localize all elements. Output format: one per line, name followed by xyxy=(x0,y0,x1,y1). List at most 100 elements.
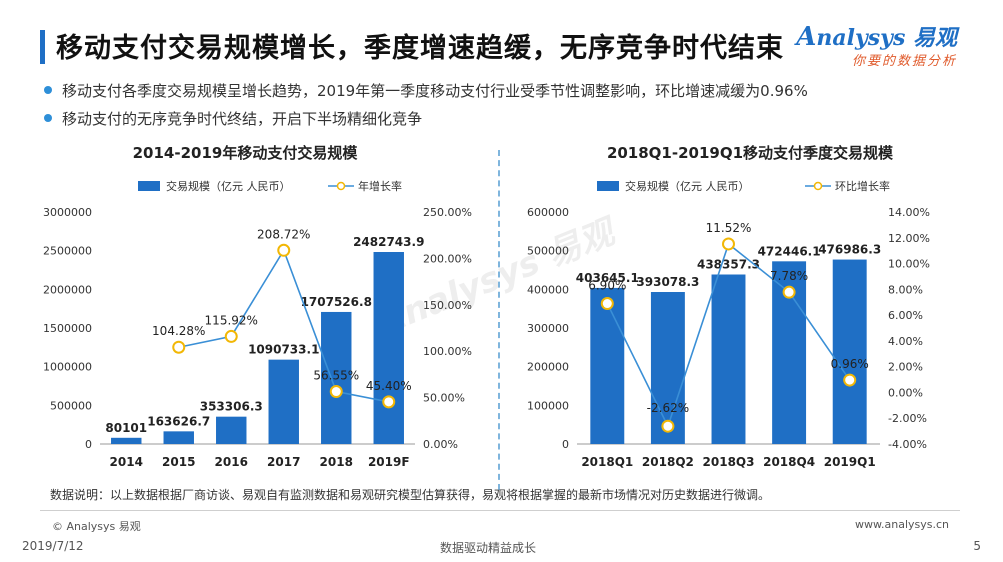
bar xyxy=(590,287,625,444)
line-value-label: 7.78% xyxy=(770,269,808,283)
line-point xyxy=(782,285,796,299)
y-tick-label: 0 xyxy=(85,438,92,451)
line-point xyxy=(661,419,675,433)
legend-swatch-bar xyxy=(597,181,619,191)
x-tick-label: 2015 xyxy=(162,455,195,469)
x-tick-label: 2018Q4 xyxy=(763,455,815,469)
x-tick-label: 2016 xyxy=(215,455,248,469)
y-tick-label: 2500000 xyxy=(43,245,92,258)
x-tick-label: 2019Q1 xyxy=(824,455,876,469)
bar-value-label: 393078.3 xyxy=(636,275,699,289)
line-point xyxy=(382,395,396,409)
y-tick-label: 100000 xyxy=(527,399,569,412)
logo-main-text: Analysys 易观 xyxy=(796,20,957,52)
bar xyxy=(832,259,867,444)
y2-tick-label: 150.00% xyxy=(423,299,472,312)
bar xyxy=(163,431,194,444)
y2-tick-label: 6.00% xyxy=(888,309,923,322)
bar-value-label: 472446.1 xyxy=(758,244,821,258)
y2-tick-label: 100.00% xyxy=(423,345,472,358)
y-tick-label: 1000000 xyxy=(43,361,92,374)
line-point xyxy=(843,373,857,387)
slide-date: 2019/7/12 xyxy=(22,539,84,553)
bar-value-label: 163626.7 xyxy=(147,414,210,428)
legend-label-line: 年增长率 xyxy=(358,179,402,193)
line-point xyxy=(329,385,343,399)
bar xyxy=(268,359,299,444)
y-tick-label: 2000000 xyxy=(43,283,92,296)
y-tick-label: 1500000 xyxy=(43,322,92,335)
legend-marker xyxy=(336,181,346,191)
bullet-text: 移动支付各季度交易规模呈增长趋势，2019年第一季度移动支付行业受季节性调整影响… xyxy=(62,81,808,100)
line-point xyxy=(277,243,291,257)
bullet-text: 移动支付的无序竞争时代终结，开启下半场精细化竞争 xyxy=(62,109,423,128)
y-tick-label: 400000 xyxy=(527,283,569,296)
bullet-list: 移动支付各季度交易规模呈增长趋势，2019年第一季度移动支付行业受季节性调整影响… xyxy=(44,76,808,132)
y2-tick-label: 4.00% xyxy=(888,335,923,348)
bar xyxy=(373,252,404,444)
bar-value-label: 403645.1 xyxy=(576,271,639,285)
y-tick-label: 3000000 xyxy=(43,206,92,219)
bar xyxy=(711,274,746,444)
bar-value-label: 1090733.1 xyxy=(248,343,319,357)
y2-tick-label: 12.00% xyxy=(888,232,930,245)
bullet-dot-icon xyxy=(44,86,52,94)
y2-tick-label: 0.00% xyxy=(423,438,458,451)
y-tick-label: 500000 xyxy=(527,245,569,258)
y2-tick-label: 14.00% xyxy=(888,206,930,219)
chart-title: 2018Q1-2019Q1移动支付季度交易规模 xyxy=(607,144,894,162)
line-value-label: 6.90% xyxy=(588,279,626,293)
logo-slogan: 你要的数据分析 xyxy=(851,54,957,69)
y-tick-label: 200000 xyxy=(527,361,569,374)
legend-swatch-bar xyxy=(138,181,160,191)
y-tick-label: 600000 xyxy=(527,206,569,219)
title-accent-bar xyxy=(40,30,45,64)
x-tick-label: 2019F xyxy=(368,455,410,469)
y-tick-label: 0 xyxy=(562,438,569,451)
data-note: 数据说明：以上数据根据厂商访谈、易观自有监测数据和易观研究模型估算获得，易观将根… xyxy=(50,488,771,502)
x-tick-label: 2018Q3 xyxy=(703,455,755,469)
x-tick-label: 2018Q1 xyxy=(581,455,633,469)
y2-tick-label: -2.00% xyxy=(888,412,927,425)
line-value-label: 115.92% xyxy=(205,313,258,327)
y2-tick-label: 10.00% xyxy=(888,258,930,271)
line-point xyxy=(722,237,735,251)
y2-tick-label: 250.00% xyxy=(423,206,472,219)
line-value-label: 208.72% xyxy=(257,227,310,241)
x-tick-label: 2018Q2 xyxy=(642,455,694,469)
legend-marker xyxy=(813,181,823,191)
analysys-logo: Analysys 易观 你要的数据分析 xyxy=(796,20,957,69)
x-tick-label: 2017 xyxy=(267,455,300,469)
bar-value-label: 476986.3 xyxy=(818,243,881,257)
legend-label-bar: 交易规模（亿元 人民币） xyxy=(166,179,291,193)
x-tick-label: 2014 xyxy=(110,455,143,469)
page-title: 移动支付交易规模增长，季度增速趋缓，无序竞争时代结束 xyxy=(56,33,784,64)
y2-tick-label: -4.00% xyxy=(888,438,927,451)
line-value-label: -2.62% xyxy=(647,401,689,415)
footer-divider xyxy=(40,510,960,511)
line-value-label: 56.55% xyxy=(313,369,359,383)
legend-label-bar: 交易规模（亿元 人民币） xyxy=(625,179,750,193)
bar xyxy=(650,292,685,444)
y-tick-label: 300000 xyxy=(527,322,569,335)
chart-title: 2014-2019年移动支付交易规模 xyxy=(133,144,359,162)
y2-tick-label: 200.00% xyxy=(423,252,472,265)
y2-tick-label: 8.00% xyxy=(888,283,923,296)
line-point xyxy=(600,297,614,311)
logo-main: nalysys 易观 xyxy=(816,25,957,51)
bar-value-label: 2482743.9 xyxy=(353,235,424,249)
line-value-label: 45.40% xyxy=(366,379,412,393)
website-link[interactable]: www.analysys.cn xyxy=(855,518,949,531)
bullet-dot-icon xyxy=(44,114,52,122)
x-tick-label: 2018 xyxy=(320,455,353,469)
chart-divider xyxy=(498,150,500,490)
bar xyxy=(216,416,247,444)
y2-tick-label: 0.00% xyxy=(888,386,923,399)
bar-value-label: 438357.3 xyxy=(697,258,760,272)
line-point xyxy=(224,329,238,343)
y2-tick-label: 2.00% xyxy=(888,361,923,374)
bullet-item: 移动支付各季度交易规模呈增长趋势，2019年第一季度移动支付行业受季节性调整影响… xyxy=(44,76,808,104)
line-value-label: 104.28% xyxy=(152,324,205,338)
